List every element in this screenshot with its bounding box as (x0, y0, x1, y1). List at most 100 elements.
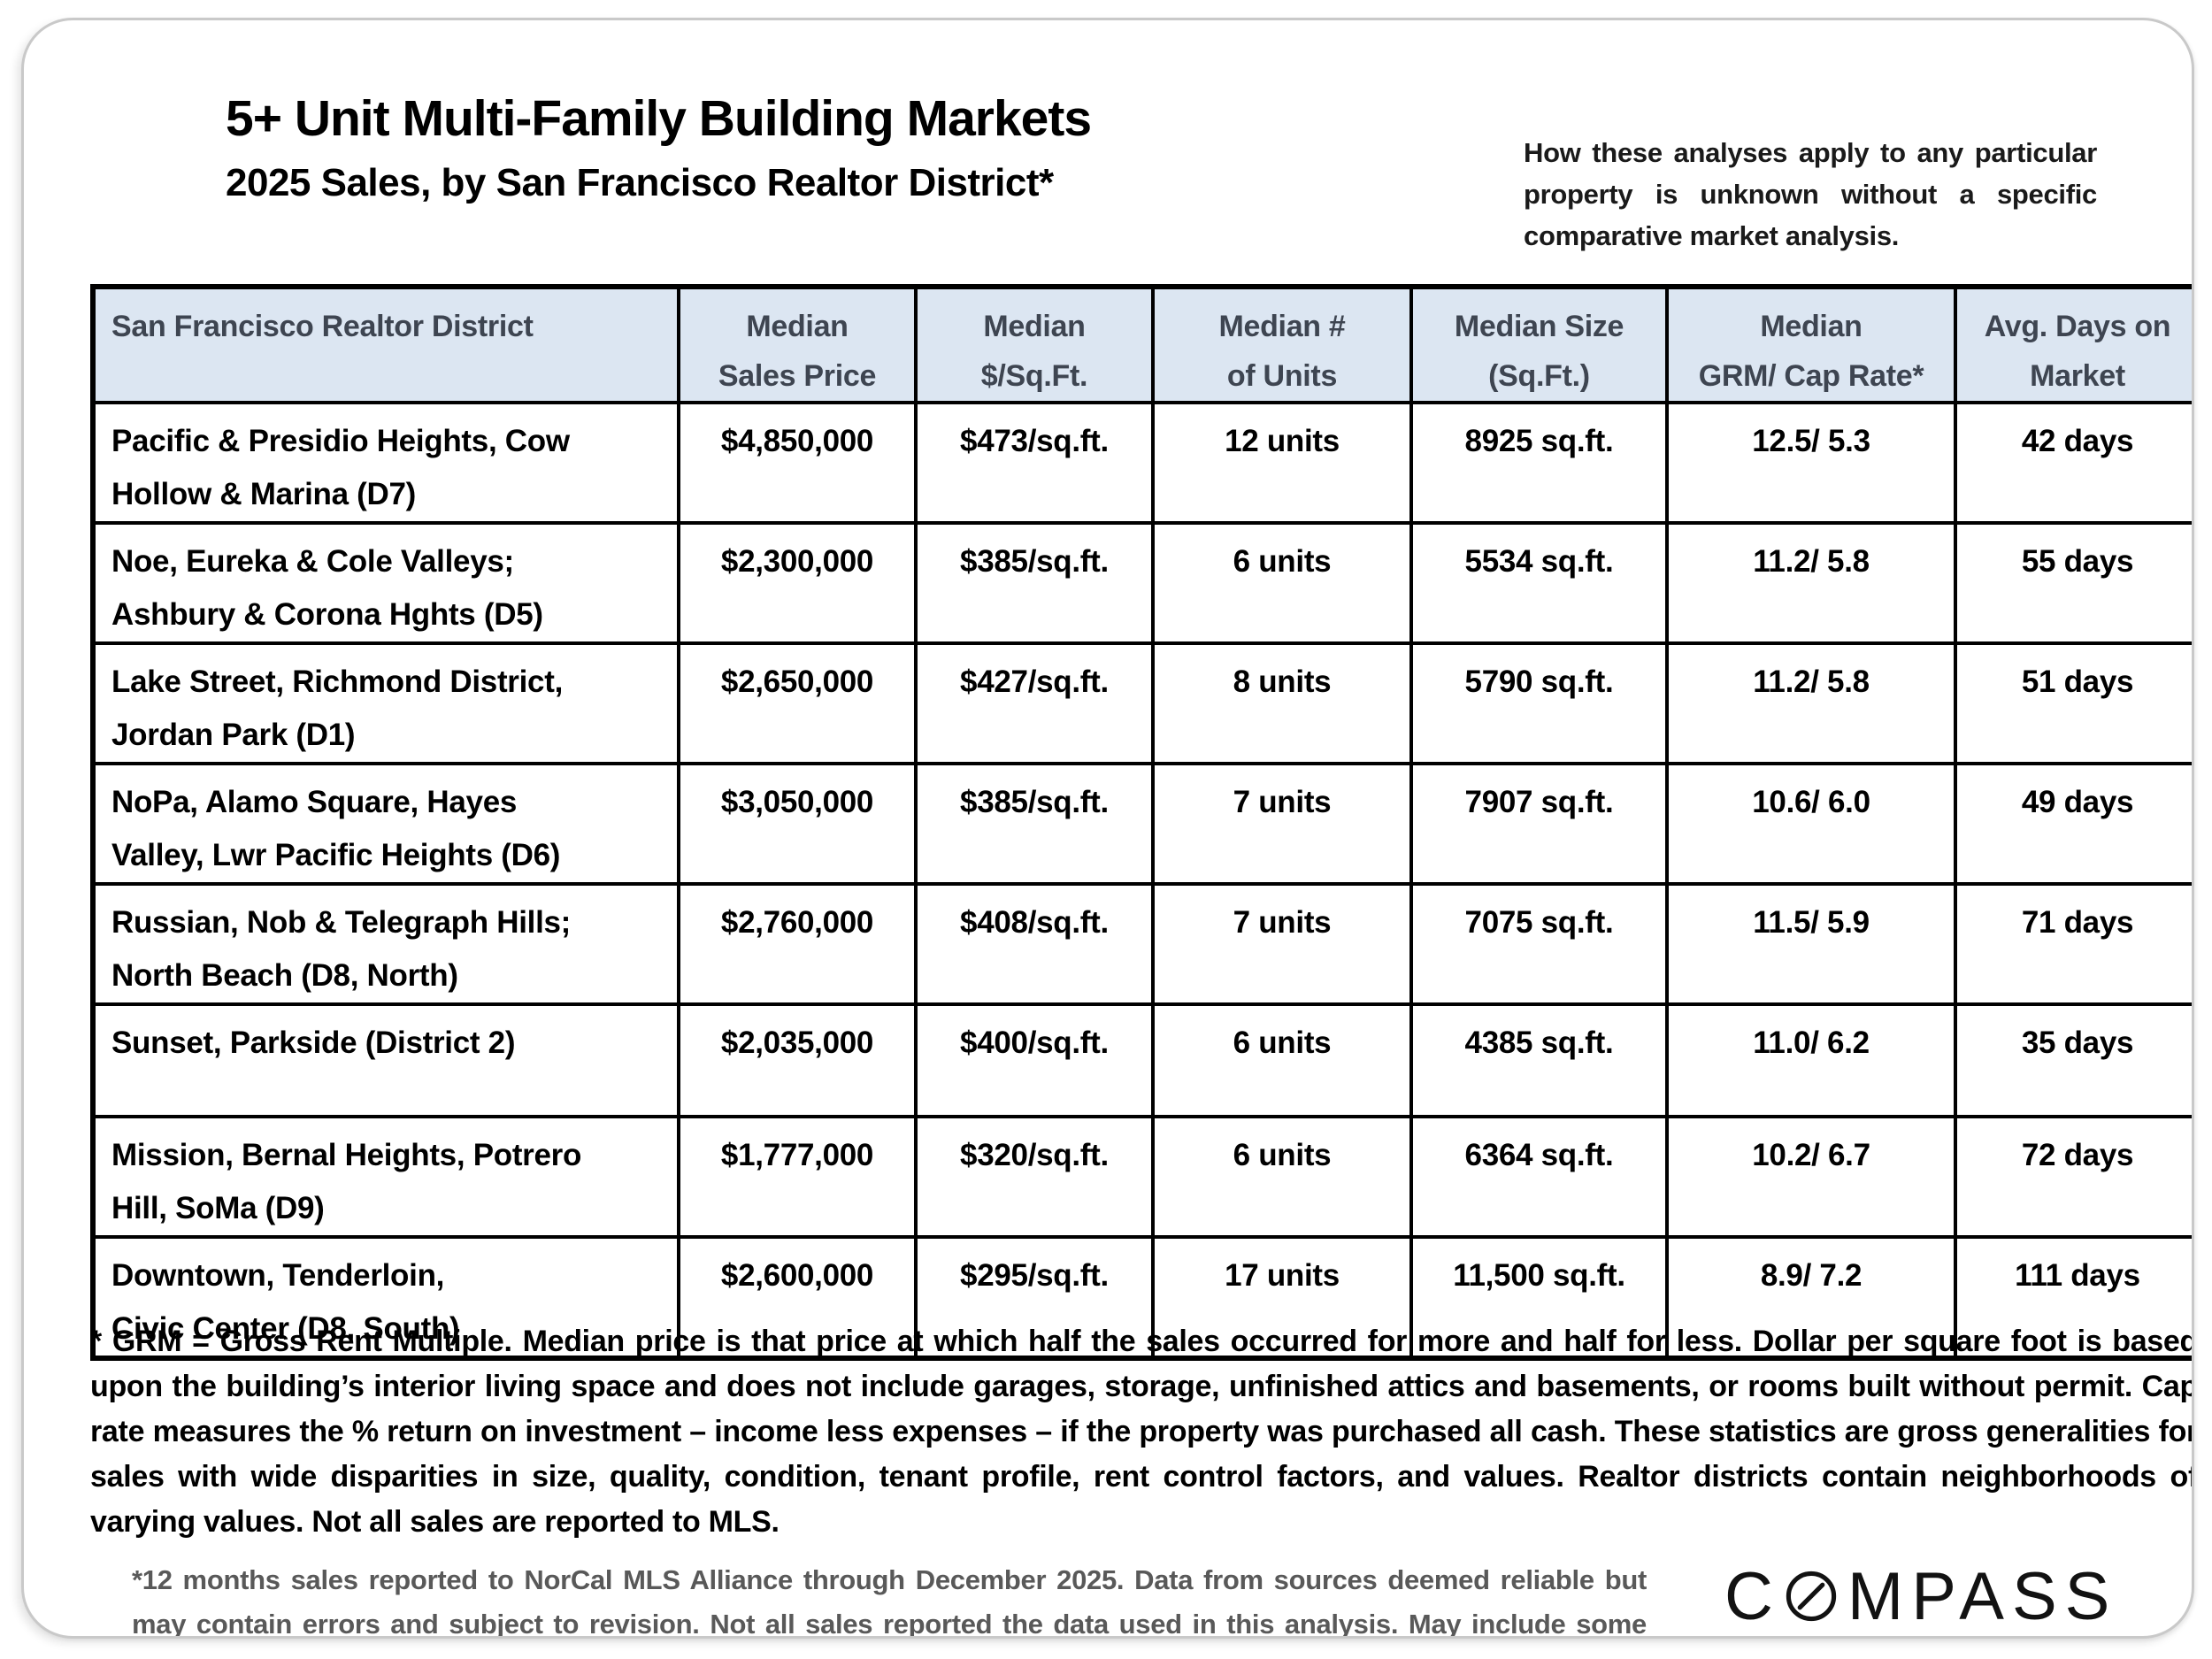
cell-district: Pacific & Presidio Heights, Cow Hollow & … (91, 401, 680, 525)
cell-units: 6 units (1151, 1115, 1413, 1239)
district-line: Hollow & Marina (D7) (111, 477, 417, 511)
cell-ppsf: $385/sq.ft. (914, 521, 1155, 645)
cell-ppsf: $473/sq.ft. (914, 401, 1155, 525)
col-header-line: of Units (1226, 359, 1338, 393)
col-header-line: Median (746, 310, 849, 343)
cell-ppsf: $408/sq.ft. (914, 882, 1155, 1006)
col-header-line: Median (1760, 310, 1863, 343)
cell-size: 5790 sq.ft. (1409, 641, 1669, 765)
col-header-size: Median Size (Sq.Ft.) (1409, 285, 1669, 404)
table-row: Noe, Eureka & Cole Valleys; Ashbury & Cor… (91, 521, 2192, 645)
district-line: Hill, SoMa (D9) (111, 1191, 325, 1225)
col-header-line: Median Size (1454, 310, 1624, 343)
district-line: NoPa, Alamo Square, Hayes (111, 785, 518, 819)
compass-logo-letters-mpass: MPASS (1847, 1558, 2118, 1634)
cell-price: $2,300,000 (677, 521, 918, 645)
table-row: Mission, Bernal Heights, Potrero Hill, So… (91, 1115, 2192, 1239)
cell-grm-cap: 10.6/ 6.0 (1665, 762, 1957, 886)
page-subtitle: 2025 Sales, by San Francisco Realtor Dis… (226, 160, 1054, 204)
col-header-line: $/Sq.Ft. (980, 359, 1088, 393)
table-row: Lake Street, Richmond District, Jordan Pa… (91, 641, 2192, 765)
cell-units: 6 units (1151, 521, 1413, 645)
data-source-fineprint: *12 months sales reported to NorCal MLS … (132, 1564, 1647, 1639)
district-line: Valley, Lwr Pacific Heights (D6) (111, 838, 561, 872)
cell-grm-cap: 8.9/ 7.2 (1665, 1235, 1957, 1360)
district-line: Pacific & Presidio Heights, Cow (111, 424, 570, 458)
col-header-line: Market (2030, 359, 2125, 393)
cell-size: 7075 sq.ft. (1409, 882, 1669, 1006)
cell-district: Noe, Eureka & Cole Valleys; Ashbury & Cor… (91, 521, 680, 645)
cell-ppsf: $385/sq.ft. (914, 762, 1155, 886)
col-header-line: GRM/ Cap Rate* (1698, 359, 1924, 393)
cell-district: Russian, Nob & Telegraph Hills; North Bea… (91, 882, 680, 1006)
cell-price: $2,650,000 (677, 641, 918, 765)
cell-dom: 72 days (1954, 1115, 2192, 1239)
cell-dom: 42 days (1954, 401, 2192, 525)
cell-dom: 49 days (1954, 762, 2192, 886)
cell-dom: 35 days (1954, 1002, 2192, 1118)
cell-grm-cap: 11.2/ 5.8 (1665, 521, 1957, 645)
page-title: 5+ Unit Multi-Family Building Markets (226, 90, 1092, 147)
district-line: Mission, Bernal Heights, Potrero (111, 1138, 582, 1172)
district-line: Ashbury & Corona Hghts (D5) (111, 597, 543, 632)
col-header-line: Median (983, 310, 1086, 343)
district-line: Noe, Eureka & Cole Valleys; (111, 544, 514, 579)
cell-grm-cap: 11.0/ 6.2 (1665, 1002, 1957, 1118)
col-header-district: San Francisco Realtor District (91, 285, 680, 404)
cell-price: $2,035,000 (677, 1002, 918, 1118)
cell-units: 17 units (1151, 1235, 1413, 1360)
cell-size: 8925 sq.ft. (1409, 401, 1669, 525)
table-row: NoPa, Alamo Square, Hayes Valley, Lwr Pac… (91, 762, 2192, 886)
col-header-units: Median # of Units (1151, 285, 1413, 404)
compass-logo-letter-c: C (1724, 1558, 1781, 1634)
col-header-line: Avg. Days on (1984, 310, 2171, 343)
col-header-line: San Francisco Realtor District (111, 310, 534, 343)
cell-units: 7 units (1151, 882, 1413, 1006)
cell-price: $2,760,000 (677, 882, 918, 1006)
district-line: Downtown, Tenderloin, (111, 1258, 445, 1293)
cell-dom: 71 days (1954, 882, 2192, 1006)
table-header: San Francisco Realtor District Median Sal… (91, 285, 2192, 404)
cell-dom: 111 days (1954, 1235, 2192, 1360)
cell-price: $2,600,000 (677, 1235, 918, 1360)
cell-units: 7 units (1151, 762, 1413, 886)
col-header-sales-price: Median Sales Price (677, 285, 918, 404)
compass-logo: C MPASS (1724, 1559, 2117, 1634)
district-line: North Beach (D8, North) (111, 958, 458, 993)
report-card: 5+ Unit Multi-Family Building Markets 20… (21, 18, 2194, 1639)
cell-size: 11,500 sq.ft. (1409, 1235, 1669, 1360)
col-header-days-on-market: Avg. Days on Market (1954, 285, 2192, 404)
cell-size: 6364 sq.ft. (1409, 1115, 1669, 1239)
cell-size: 4385 sq.ft. (1409, 1002, 1669, 1118)
cell-district: Sunset, Parkside (District 2) (91, 1002, 680, 1118)
cell-district: NoPa, Alamo Square, Hayes Valley, Lwr Pac… (91, 762, 680, 886)
title-block: 5+ Unit Multi-Family Building Markets 20… (226, 90, 1092, 205)
cell-grm-cap: 11.5/ 5.9 (1665, 882, 1957, 1006)
cell-district: Mission, Bernal Heights, Potrero Hill, So… (91, 1115, 680, 1239)
cell-size: 5534 sq.ft. (1409, 521, 1669, 645)
cell-ppsf: $400/sq.ft. (914, 1002, 1155, 1118)
grm-footnote-text: * GRM = Gross Rent Multiple. Median pric… (90, 1325, 2194, 1539)
col-header-price-sqft: Median $/Sq.Ft. (914, 285, 1155, 404)
cell-size: 7907 sq.ft. (1409, 762, 1669, 886)
table-row: Pacific & Presidio Heights, Cow Hollow & … (91, 401, 2192, 525)
cell-price: $1,777,000 (677, 1115, 918, 1239)
cell-units: 8 units (1151, 641, 1413, 765)
col-header-line: Sales Price (718, 359, 877, 393)
cell-district: Downtown, Tenderloin, Civic Center (D8, S… (91, 1235, 680, 1360)
cell-grm-cap: 10.2/ 6.7 (1665, 1115, 1957, 1239)
table-row: Sunset, Parkside (District 2) $2,035,000… (91, 1002, 2192, 1118)
col-header-grm-cap: Median GRM/ Cap Rate* (1665, 285, 1957, 404)
cell-units: 12 units (1151, 401, 1413, 525)
cell-dom: 51 days (1954, 641, 2192, 765)
cma-disclaimer-text: How these analyses apply to any particul… (1524, 137, 2097, 252)
compass-needle-icon (1786, 1571, 1837, 1622)
district-line: Russian, Nob & Telegraph Hills; (111, 905, 572, 940)
cell-price: $4,850,000 (677, 401, 918, 525)
table-body: Pacific & Presidio Heights, Cow Hollow & … (91, 401, 2192, 1360)
cell-grm-cap: 12.5/ 5.3 (1665, 401, 1957, 525)
district-line: Sunset, Parkside (District 2) (111, 1025, 516, 1060)
col-header-line: Median # (1218, 310, 1346, 343)
cell-ppsf: $427/sq.ft. (914, 641, 1155, 765)
cell-dom: 55 days (1954, 521, 2192, 645)
